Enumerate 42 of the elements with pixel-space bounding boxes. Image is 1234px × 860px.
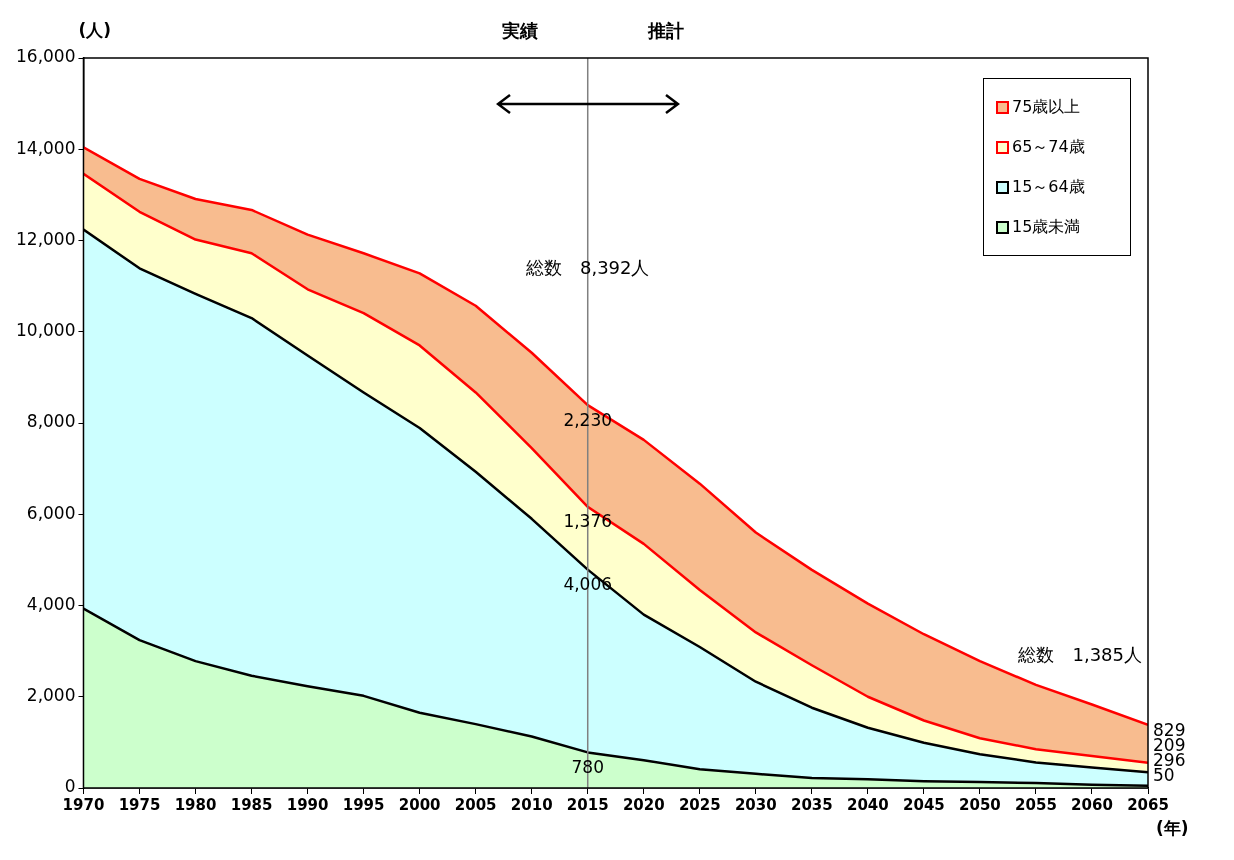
legend-label: 65～74歳	[1012, 136, 1085, 158]
annotation: 総数 1,385人	[1017, 644, 1142, 666]
x-tick-label: 2015	[566, 795, 609, 814]
x-tick-label: 2060	[1071, 795, 1113, 814]
data-label: 2,230	[563, 409, 613, 430]
y-tick-label: 14,000	[16, 137, 76, 158]
x-tick-label: 1980	[174, 795, 217, 814]
x-tick-label: 2020	[622, 795, 665, 814]
x-tick-label: 2045	[903, 795, 945, 814]
y-tick-label: 2,000	[26, 685, 76, 706]
y-tick-label: 8,000	[26, 411, 76, 432]
x-tick-label: 2005	[454, 795, 497, 814]
x-tick-label: 1975	[118, 795, 161, 814]
legend-label: 15～64歳	[1012, 176, 1085, 198]
x-tick-label: 2035	[790, 795, 833, 814]
y-tick-label: 0	[64, 776, 76, 797]
x-tick-label: 2040	[846, 795, 889, 814]
text: 実績	[500, 19, 538, 41]
legend-label: 15歳未満	[1012, 216, 1081, 238]
annotation: 総数 8,392人	[524, 257, 650, 279]
x-tick-label: 2050	[959, 795, 1001, 814]
legend-label: 75歳以上	[1012, 96, 1081, 118]
x-tick-label: 1995	[342, 795, 385, 814]
x-tick-label: 2010	[510, 795, 553, 814]
x-tick-label: 2055	[1015, 795, 1057, 814]
y-tick-label: 6,000	[26, 502, 76, 523]
x-tick-label: 1985	[230, 795, 273, 814]
x-axis-title: (年)	[1156, 818, 1189, 839]
x-tick-label: 2000	[398, 795, 441, 814]
data-label: 1,376	[563, 511, 613, 532]
y-tick-label: 12,000	[16, 228, 76, 249]
x-tick-label: 2025	[678, 795, 721, 814]
y-axis-title: (人)	[78, 20, 112, 41]
y-tick-label: 10,000	[16, 320, 76, 341]
data-label: 780	[571, 756, 604, 777]
x-tick-label: 1990	[286, 795, 329, 814]
x-tick-label: 2065	[1127, 795, 1169, 814]
x-tick-label: 2030	[734, 795, 777, 814]
y-tick-label: 4,000	[26, 593, 76, 614]
y-tick-label: 16,000	[16, 46, 76, 67]
text: 推計	[646, 19, 684, 41]
x-tick-label: 1970	[62, 795, 105, 814]
